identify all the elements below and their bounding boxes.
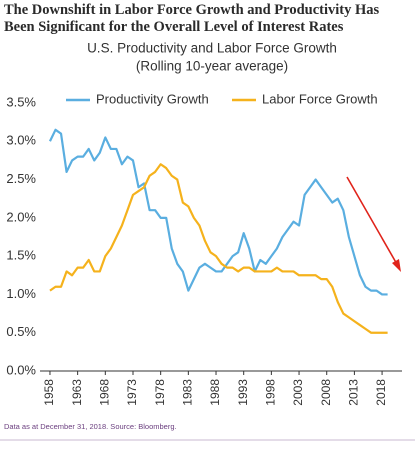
x-tick-label: 1968 xyxy=(97,379,111,406)
arrow-shaft xyxy=(346,176,399,267)
x-tick-label: 1993 xyxy=(236,379,250,406)
y-tick-label: 2.0% xyxy=(6,209,36,224)
source-note: Data as at December 31, 2018. Source: Bl… xyxy=(4,422,177,431)
series-line xyxy=(49,163,388,334)
y-tick-label: 0.5% xyxy=(6,324,36,339)
legend-label: Labor Force Growth xyxy=(262,91,378,106)
x-tick-label: 2008 xyxy=(319,379,333,406)
x-tick-label: 1963 xyxy=(70,379,84,406)
legend-label: Productivity Growth xyxy=(96,91,209,106)
y-tick-label: 3.0% xyxy=(6,133,36,148)
chart-subtitle: U.S. Productivity and Labor Force Growth xyxy=(87,41,337,56)
x-tick-label: 1978 xyxy=(153,379,167,406)
y-tick-label: 1.0% xyxy=(6,286,36,301)
trend-arrow xyxy=(346,176,401,272)
x-tick-label: 2018 xyxy=(374,379,388,406)
chart-title: The Downshift in Labor Force Growth and … xyxy=(4,2,380,35)
x-tick-label: 1958 xyxy=(42,379,56,406)
series-line xyxy=(48,128,388,296)
y-tick-label: 0.0% xyxy=(6,362,36,377)
arrow-head xyxy=(392,259,401,272)
y-tick-label: 1.5% xyxy=(6,248,36,263)
x-tick-label: 1983 xyxy=(181,379,195,406)
y-tick-label: 2.5% xyxy=(6,171,36,186)
chart-subtitle: (Rolling 10-year average) xyxy=(136,59,288,74)
x-tick-label: 2003 xyxy=(291,379,305,406)
x-tick-label: 1973 xyxy=(125,379,139,406)
x-tick-label: 1998 xyxy=(264,379,278,406)
x-tick-label: 2013 xyxy=(347,379,361,406)
y-tick-label: 3.5% xyxy=(6,94,36,109)
x-tick-label: 1988 xyxy=(208,379,222,406)
